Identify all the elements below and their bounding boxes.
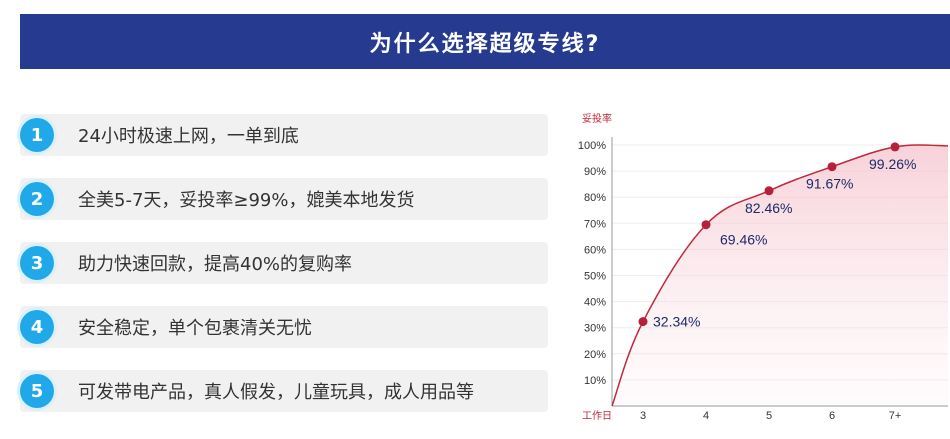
x-axis-title: 工作日: [582, 410, 612, 422]
y-tick-label: 90%: [584, 166, 606, 178]
feature-text: 24小时极速上网，一单到底: [78, 126, 299, 147]
banner-title: 为什么选择超级专线?: [369, 31, 601, 57]
y-tick-label: 50%: [584, 271, 606, 283]
data-point: [701, 220, 711, 230]
x-tick-label: 3: [640, 410, 646, 422]
y-tick-label: 30%: [584, 323, 606, 335]
y-tick-label: 70%: [584, 218, 606, 230]
x-tick-label: 6: [829, 410, 835, 422]
data-point: [827, 162, 837, 172]
feature-item: 5 可发带电产品，真人假发，儿童玩具，成人用品等: [20, 370, 548, 412]
data-point: [890, 142, 900, 152]
feature-text: 助力快速回款，提高40%的复购率: [78, 254, 353, 275]
feature-list: 1 24小时极速上网，一单到底 2 全美5-7天，妥投率≥99%，媲美本地发货 …: [20, 114, 548, 434]
y-tick-label: 20%: [584, 349, 606, 361]
x-tick-label: 7+: [889, 410, 902, 422]
page-banner: 为什么选择超级专线?: [20, 14, 950, 69]
number-badge-icon: 3: [20, 246, 54, 280]
feature-item: 4 安全稳定，单个包裹清关无忧: [20, 306, 548, 348]
y-tick-label: 40%: [584, 297, 606, 309]
feature-item: 1 24小时极速上网，一单到底: [20, 114, 548, 156]
data-point: [638, 317, 648, 327]
data-label: 99.26%: [869, 156, 916, 172]
data-label: 69.46%: [720, 232, 767, 248]
data-point: [764, 186, 774, 196]
y-axis-title: 妥投率: [582, 112, 612, 125]
feature-text: 全美5-7天，妥投率≥99%，媲美本地发货: [78, 190, 415, 211]
feature-item: 3 助力快速回款，提高40%的复购率: [20, 242, 548, 284]
feature-text: 安全稳定，单个包裹清关无忧: [78, 318, 312, 339]
number-badge-icon: 2: [20, 182, 54, 216]
x-tick-label: 4: [703, 410, 709, 422]
feature-item: 2 全美5-7天，妥投率≥99%，媲美本地发货: [20, 178, 548, 220]
number-badge-icon: 5: [20, 374, 54, 408]
y-tick-label: 60%: [584, 244, 606, 256]
delivery-rate-chart: 妥投率 工作日 10%20%30%40%50%60%70%80%90%100% …: [578, 112, 949, 422]
number-badge-icon: 4: [20, 310, 54, 344]
y-tick-label: 10%: [584, 375, 606, 387]
x-tick-label: 5: [766, 410, 772, 422]
data-label: 82.46%: [745, 200, 792, 216]
feature-text: 可发带电产品，真人假发，儿童玩具，成人用品等: [78, 382, 474, 403]
data-label: 32.34%: [653, 314, 700, 330]
y-tick-label: 100%: [578, 140, 606, 152]
area-fill: [612, 144, 948, 407]
data-label: 91.67%: [806, 176, 853, 192]
y-tick-label: 80%: [584, 192, 606, 204]
number-badge-icon: 1: [20, 118, 54, 152]
